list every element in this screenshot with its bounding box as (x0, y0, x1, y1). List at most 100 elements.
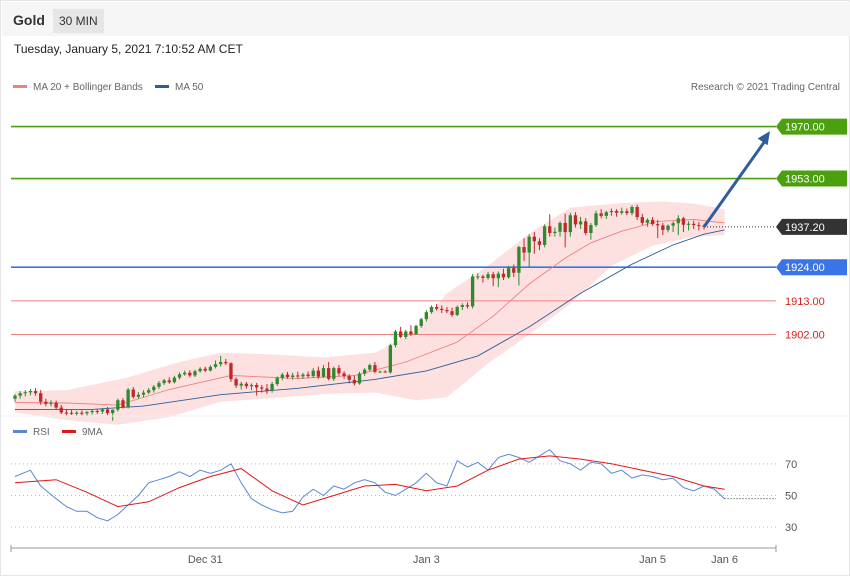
candle-body (229, 363, 233, 380)
time-tick-label: Jan 5 (639, 554, 666, 566)
candle (506, 265, 511, 279)
pivot-level-label: 1924.00 (785, 262, 825, 274)
candle-body (141, 392, 146, 395)
candle (445, 306, 449, 314)
candle (440, 305, 444, 314)
candle-body (620, 211, 624, 213)
current-level-tag (776, 218, 847, 235)
candle-body (306, 374, 310, 377)
candle-body (491, 274, 495, 279)
candle-body (95, 410, 99, 412)
candle (54, 400, 58, 411)
candle-body (409, 331, 413, 335)
candle-body (203, 368, 207, 371)
candle (470, 273, 475, 309)
candle-body (573, 215, 578, 225)
candle (18, 391, 22, 399)
candle (635, 204, 639, 220)
candle (311, 368, 315, 378)
rsi-ma-legend-swatch (62, 430, 76, 433)
candle (213, 360, 218, 369)
candle (116, 398, 120, 412)
candle-body (219, 362, 223, 365)
candle (342, 371, 346, 379)
candle (697, 221, 701, 231)
candle (373, 362, 377, 374)
resistance-level-tag (776, 170, 847, 187)
candle-body (64, 412, 69, 414)
candle-body (85, 412, 89, 414)
candle (321, 365, 326, 378)
candle (28, 388, 33, 396)
candle-body (568, 215, 572, 233)
candle (280, 372, 285, 381)
candle (383, 370, 387, 373)
candle (203, 366, 207, 373)
candle-body (347, 376, 351, 380)
candle (378, 370, 382, 374)
candle-body (465, 305, 470, 307)
candle (136, 391, 141, 399)
candle-body (116, 400, 120, 410)
candle-body (254, 384, 259, 388)
candle-body (496, 273, 500, 279)
candle-body (440, 308, 444, 311)
timestamp: Tuesday, January 5, 2021 7:10:52 AM CET (14, 42, 243, 56)
candle (111, 409, 115, 421)
candle-body (49, 402, 53, 404)
candle-body (321, 368, 326, 377)
candle (296, 371, 300, 379)
candle (393, 329, 398, 348)
time-tick-label: Jan 3 (413, 554, 440, 566)
candle (537, 238, 542, 251)
ma50-legend-swatch (155, 85, 169, 88)
candle (193, 369, 197, 378)
candle (188, 370, 192, 378)
candle (542, 224, 547, 248)
interval-selector[interactable]: 30 MIN (53, 9, 104, 33)
candle-body (512, 268, 516, 273)
candle-body (208, 366, 213, 371)
candle (388, 343, 393, 374)
candle-body (393, 331, 398, 346)
candle-body (69, 412, 74, 414)
rsi-tick-label: 30 (785, 522, 797, 534)
resistance-level-tag (776, 118, 847, 135)
candle-body (522, 247, 526, 253)
candle-body (126, 389, 130, 408)
candle-body (59, 407, 63, 413)
candle (501, 268, 506, 281)
candle-body (686, 223, 691, 225)
candle-body (234, 379, 238, 386)
candle (568, 212, 572, 237)
candle (640, 213, 644, 226)
candle (625, 208, 629, 216)
candle-body (666, 225, 670, 230)
candle-body (296, 375, 300, 377)
rsi-ma-legend-label: 9MA (82, 427, 103, 438)
candle-body (177, 374, 182, 378)
candle-body (131, 389, 135, 397)
candle-body (290, 375, 295, 378)
candle (434, 303, 439, 311)
candle-body (450, 311, 454, 315)
candle (692, 220, 696, 230)
candle-body (614, 210, 619, 213)
candle (686, 221, 691, 231)
candle-body (455, 306, 459, 315)
candle-body (460, 305, 465, 307)
candle (450, 307, 454, 317)
candle-body (578, 221, 583, 225)
candle (584, 218, 588, 236)
pivot-level-tag (776, 259, 847, 276)
candle (620, 207, 624, 215)
candle-body (265, 388, 269, 391)
price-legend: MA 20 + Bollinger Bands MA 50 Research ©… (13, 82, 840, 93)
candle (177, 372, 182, 380)
candle-body (506, 268, 511, 278)
candle (121, 398, 125, 409)
candle (671, 221, 675, 233)
candle-body (198, 368, 202, 372)
candle (275, 376, 279, 386)
candle-body (311, 370, 315, 377)
